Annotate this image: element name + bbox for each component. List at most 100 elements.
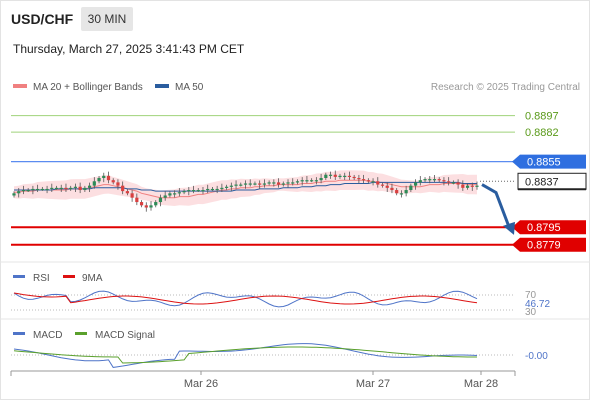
candle-body — [144, 205, 148, 208]
forecast-arrow — [481, 183, 515, 235]
candle-body — [196, 190, 200, 192]
candle — [158, 194, 163, 207]
candle — [17, 188, 21, 198]
level-tag-0.8855 — [512, 154, 586, 169]
rsi-ma-line — [13, 292, 478, 305]
candle — [428, 176, 432, 184]
candle — [234, 180, 238, 189]
datetime-label: Thursday, March 27, 2025 3:41:43 PM CET — [13, 42, 245, 56]
candle — [404, 185, 408, 197]
macd-line — [13, 343, 478, 368]
candle — [139, 200, 144, 208]
candle-body — [206, 188, 210, 191]
candle-body — [54, 187, 59, 190]
candle — [215, 185, 219, 194]
candle — [333, 170, 337, 180]
candle-body — [135, 197, 139, 203]
ma50-line — [14, 181, 477, 192]
candle — [432, 174, 437, 183]
candle — [338, 173, 342, 179]
candle — [319, 173, 323, 184]
candle-body — [248, 183, 252, 185]
candle-body — [385, 185, 389, 188]
x-tick-label: Mar 27 — [356, 378, 390, 390]
candle — [173, 190, 177, 198]
candle-body — [17, 191, 21, 194]
candle — [352, 174, 356, 180]
candle — [371, 178, 375, 186]
candle-body — [59, 187, 63, 190]
candle-body — [267, 182, 271, 184]
candle — [182, 189, 186, 195]
candle — [281, 181, 285, 187]
candle-body — [451, 182, 455, 184]
candle — [36, 184, 40, 192]
candle — [50, 183, 54, 192]
candle-body — [376, 181, 380, 185]
candle-body — [87, 185, 92, 188]
candle-body — [390, 187, 394, 191]
candle — [305, 176, 309, 184]
candle — [357, 174, 361, 184]
candle-body — [225, 186, 229, 188]
candle-body — [461, 184, 465, 188]
candle-body — [191, 190, 196, 192]
candle-body — [262, 183, 266, 185]
candle-body — [220, 187, 224, 190]
candle — [258, 180, 262, 189]
candle — [116, 179, 120, 190]
candle — [456, 179, 460, 189]
candle — [26, 188, 30, 192]
candle-body — [121, 185, 125, 192]
candle — [40, 186, 44, 191]
candle-body — [78, 186, 82, 191]
candle — [286, 179, 290, 188]
candle — [125, 189, 129, 196]
level-lines: 0.8897 0.8882 0.8855 0.8837 0.8795 0.8779 — [11, 111, 587, 252]
candle — [73, 183, 78, 192]
candle — [12, 191, 16, 198]
candle-body — [319, 178, 323, 181]
x-axis-ticks: Mar 26 Mar 27 Mar 28 — [184, 371, 498, 390]
candle — [343, 172, 347, 180]
candle-body — [149, 205, 153, 208]
rsi-legend-swatch — [13, 275, 25, 278]
candle-body — [154, 202, 158, 206]
candle-body — [215, 188, 219, 191]
candle — [196, 188, 200, 192]
forecast-arrow-head — [503, 221, 515, 235]
candle — [177, 188, 181, 197]
candle — [121, 181, 125, 195]
candle-body — [73, 186, 78, 188]
candle — [465, 183, 470, 190]
candle — [276, 178, 281, 188]
level-label-0.8779: 0.8779 — [527, 240, 561, 252]
candle — [390, 183, 394, 194]
candle — [470, 182, 474, 191]
candle-body — [343, 175, 347, 178]
macd-signal-line — [13, 346, 477, 364]
candle-body — [201, 190, 205, 192]
candle-body — [168, 193, 172, 196]
candle-body — [399, 193, 404, 195]
level-label-0.8897: 0.8897 — [525, 111, 559, 123]
timeframe-badge[interactable]: 30 MIN — [81, 7, 133, 31]
candle — [210, 186, 215, 191]
candle-body — [328, 174, 333, 176]
candle — [395, 188, 399, 196]
candle-body — [324, 174, 328, 178]
candle-body — [475, 185, 479, 187]
candle-body — [158, 197, 163, 203]
candle-body — [423, 179, 427, 181]
macd-legend-label: MACD — [33, 330, 62, 341]
candle-body — [163, 195, 167, 198]
candle-body — [102, 175, 106, 178]
level-label-0.8882: 0.8882 — [525, 127, 559, 139]
level-label-0.8855: 0.8855 — [527, 157, 561, 169]
candle-body — [366, 180, 370, 182]
rsi-tick-30: 30 — [525, 307, 537, 318]
candle-body — [447, 181, 451, 183]
candle-body — [187, 190, 191, 192]
candle — [262, 179, 266, 188]
candle-body — [45, 188, 49, 191]
